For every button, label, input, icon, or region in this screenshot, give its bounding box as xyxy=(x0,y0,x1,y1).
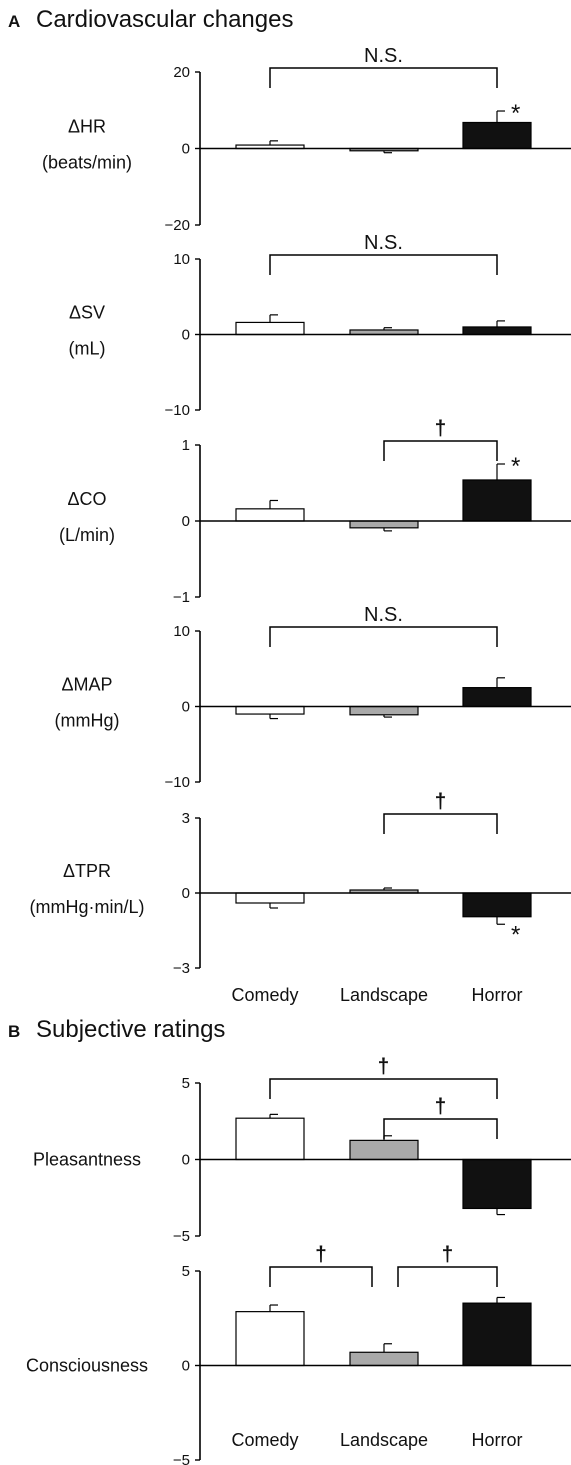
y-tick-label: 1 xyxy=(182,437,190,454)
panel-hr: 20 0 −20 * ΔHR (beats/min) N.S. xyxy=(42,45,571,234)
comparison-label: † xyxy=(435,790,447,813)
y-axis-label: (L/min) xyxy=(59,525,115,545)
significance-asterisk: * xyxy=(511,453,520,480)
comparison-bracket xyxy=(383,1118,498,1139)
comparison-bracket xyxy=(269,254,498,275)
y-axis-label: ΔHR xyxy=(68,117,106,137)
panels: 200−20*ΔHR(beats/min)N.S.100−10ΔSV(mL)N.… xyxy=(26,45,571,1465)
bar-horror xyxy=(462,1158,532,1210)
y-tick-label: 0 xyxy=(182,1358,190,1375)
bar-comedy xyxy=(235,705,305,715)
comparison-bracket xyxy=(269,626,498,647)
y-axis-label: (mL) xyxy=(69,339,106,359)
category-label-horror: Horror xyxy=(471,985,522,1005)
bar-horror xyxy=(462,479,532,522)
y-tick-label: −10 xyxy=(165,774,190,791)
bar-landscape xyxy=(349,705,419,716)
bar-landscape xyxy=(349,1139,419,1161)
y-tick-label: 0 xyxy=(182,699,190,716)
y-tick-label: −3 xyxy=(173,960,190,977)
y-tick-label: 10 xyxy=(173,623,190,640)
y-tick-label: 0 xyxy=(182,327,190,344)
y-axis-label: (beats/min) xyxy=(42,153,132,173)
bar-comedy xyxy=(235,1311,305,1367)
y-axis-label: ΔSV xyxy=(69,303,105,323)
comparison-label: † xyxy=(378,1055,390,1078)
y-tick-label: 20 xyxy=(173,64,190,81)
comparison-bracket xyxy=(269,1266,373,1287)
y-tick-label: 0 xyxy=(182,1152,190,1169)
bar-landscape xyxy=(349,520,419,529)
section-a-letter: A xyxy=(8,12,20,31)
y-tick-label: −10 xyxy=(165,402,190,419)
category-label-landscape: Landscape xyxy=(340,1430,428,1450)
y-tick-label: 10 xyxy=(173,251,190,268)
y-axis-label: ΔCO xyxy=(67,489,106,509)
comparison-label: † xyxy=(315,1243,327,1266)
y-axis-label: (mmHg·min/L) xyxy=(30,897,145,917)
panel-co: 1 0 −1 * ΔCO (L/min) † xyxy=(59,417,571,606)
y-tick-label: 0 xyxy=(182,513,190,530)
panel-map: 10 0 −10 ΔMAP (mmHg) N.S. xyxy=(55,604,571,791)
comparison-label: † xyxy=(435,417,447,440)
y-tick-label: −1 xyxy=(173,589,190,606)
bar-horror xyxy=(462,121,532,150)
y-tick-label: 5 xyxy=(182,1075,190,1092)
bar-comedy xyxy=(235,1117,305,1161)
y-tick-label: −20 xyxy=(165,217,190,234)
bar-horror xyxy=(462,1302,532,1367)
y-tick-label: −5 xyxy=(173,1228,190,1245)
y-axis-label: Consciousness xyxy=(26,1356,148,1376)
significance-asterisk: * xyxy=(511,921,520,948)
comparison-label: † xyxy=(435,1095,447,1118)
comparison-bracket xyxy=(383,440,498,461)
bar-comedy xyxy=(235,892,305,904)
section-a-heading: A Cardiovascular changes xyxy=(8,6,293,33)
bar-horror xyxy=(462,687,532,708)
y-axis-label: Pleasantness xyxy=(33,1150,141,1170)
category-label-comedy: Comedy xyxy=(231,985,298,1005)
panel-tpr: 3 0 −3 * ΔTPR (mmHg·min/L) † Comedy Landscape Hor… xyxy=(30,790,571,1005)
y-tick-label: 0 xyxy=(182,141,190,158)
category-label-horror: Horror xyxy=(471,1430,522,1450)
category-label-comedy: Comedy xyxy=(231,1430,298,1450)
comparison-bracket xyxy=(397,1266,498,1287)
comparison-label: N.S. xyxy=(364,232,403,254)
y-axis-label: (mmHg) xyxy=(55,711,120,731)
category-label-landscape: Landscape xyxy=(340,985,428,1005)
comparison-bracket xyxy=(383,813,498,834)
bar-horror xyxy=(462,892,532,918)
bar-landscape xyxy=(349,1351,419,1367)
y-axis-label: ΔMAP xyxy=(61,675,112,695)
y-tick-label: 5 xyxy=(182,1263,190,1280)
section-b-heading: B Subjective ratings xyxy=(8,1016,225,1043)
y-axis-label: ΔTPR xyxy=(63,861,111,881)
section-b-letter: B xyxy=(8,1022,20,1041)
comparison-bracket xyxy=(269,1078,498,1099)
y-tick-label: 0 xyxy=(182,885,190,902)
bar-comedy xyxy=(235,508,305,522)
comparison-label: N.S. xyxy=(364,45,403,67)
significance-asterisk: * xyxy=(511,100,520,127)
y-tick-label: −5 xyxy=(173,1452,190,1465)
section-b-title: Subjective ratings xyxy=(36,1016,225,1043)
panel-consciousness: 5 0 −5 Consciousness † † Comedy Landscape Horror xyxy=(26,1243,571,1465)
y-tick-label: 3 xyxy=(182,810,190,827)
bar-horror xyxy=(462,326,532,336)
bar-comedy xyxy=(235,321,305,336)
comparison-label: N.S. xyxy=(364,604,403,626)
comparison-label: † xyxy=(442,1243,454,1266)
comparison-bracket xyxy=(269,67,498,88)
section-a-title: Cardiovascular changes xyxy=(36,6,293,33)
panel-sv: 10 0 −10 ΔSV (mL) N.S. xyxy=(69,232,571,419)
panel-pleasantness: 5 0 −5 Pleasantness † † xyxy=(33,1055,571,1245)
